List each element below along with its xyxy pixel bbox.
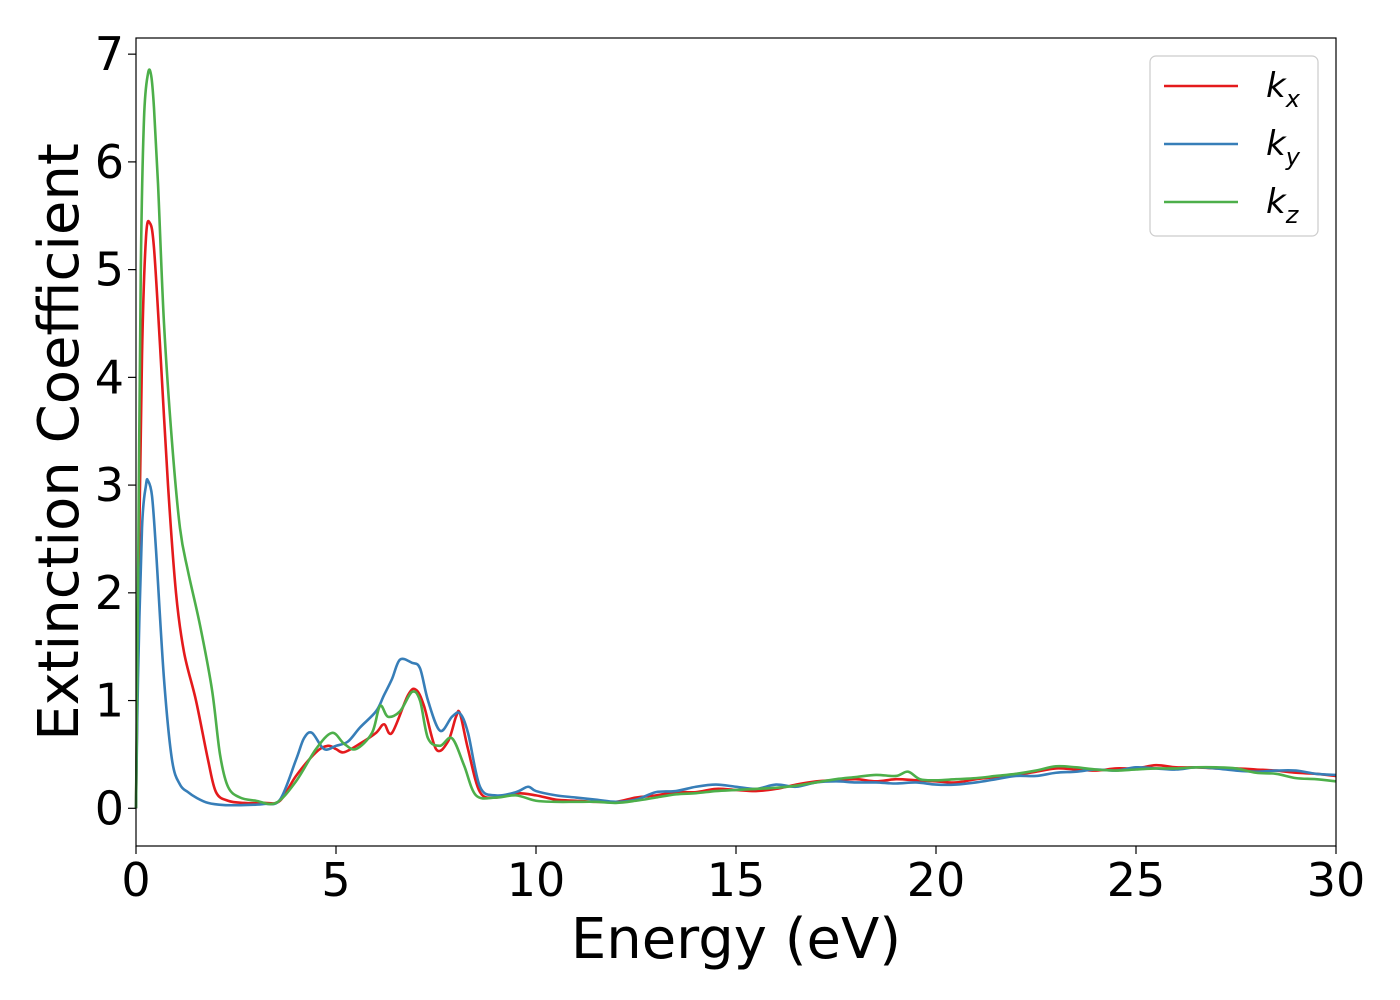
legend: kx ky kz xyxy=(1149,55,1319,237)
y-axis-label: Extinction Coefficient xyxy=(27,143,92,741)
legend-label-y: ky xyxy=(1266,124,1301,171)
x-tick-label: 5 xyxy=(321,853,350,907)
x-tick-label: 25 xyxy=(1107,853,1166,907)
x-tick-label: 0 xyxy=(121,853,150,907)
series-line-y xyxy=(134,477,1337,809)
y-tick-label: 0 xyxy=(95,781,124,835)
legend-box xyxy=(1149,55,1319,237)
x-axis-label: Energy (eV) xyxy=(571,907,901,972)
y-tick-label: 1 xyxy=(95,674,124,728)
series-layer xyxy=(134,68,1337,809)
y-tick-label: 6 xyxy=(95,135,124,189)
y-tick-label: 3 xyxy=(95,458,124,512)
y-tick-label: 7 xyxy=(95,27,124,81)
x-tick-label: 10 xyxy=(507,853,566,907)
legend-label-z: kz xyxy=(1266,182,1300,229)
series-line-x xyxy=(134,219,1337,809)
legend-label-x: kx xyxy=(1266,66,1301,113)
series-line-z xyxy=(134,68,1337,809)
y-tick-label: 5 xyxy=(95,243,124,297)
x-tick-label: 30 xyxy=(1307,853,1366,907)
x-axis-ticks: 0 5 10 15 20 25 30 xyxy=(121,846,1365,907)
y-axis-ticks: 0 1 2 3 4 5 6 7 xyxy=(95,27,136,835)
x-tick-label: 15 xyxy=(707,853,766,907)
y-tick-label: 2 xyxy=(95,566,124,620)
plot-background xyxy=(136,38,1336,846)
x-tick-label: 20 xyxy=(907,853,966,907)
y-tick-label: 4 xyxy=(95,350,124,404)
